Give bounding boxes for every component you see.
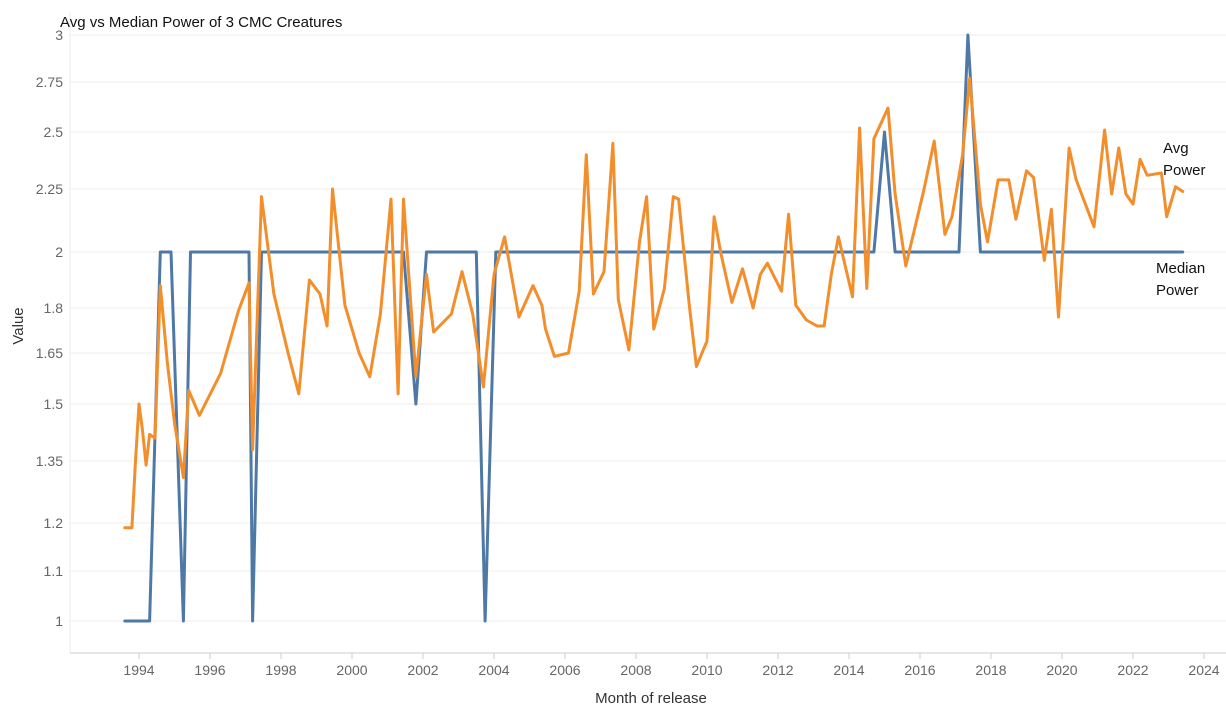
grid-lines xyxy=(69,12,1226,653)
y-tick-label: 3 xyxy=(55,27,63,43)
median-power-label: Median Power xyxy=(1156,260,1205,299)
y-tick-label: 1.65 xyxy=(36,345,63,361)
x-tick-label: 1996 xyxy=(194,662,225,678)
series-label-line: Median xyxy=(1156,260,1205,277)
x-tick-label: 1994 xyxy=(123,662,154,678)
x-tick-label: 2014 xyxy=(833,662,864,678)
y-tick-label: 1.5 xyxy=(44,396,64,412)
y-tick-label: 1.35 xyxy=(36,453,63,469)
x-tick-label: 2020 xyxy=(1046,662,1077,678)
series-label-line: Power xyxy=(1163,162,1206,179)
x-tick-label: 2016 xyxy=(904,662,935,678)
x-axis-title: Month of release xyxy=(595,690,707,707)
y-tick-label: 2.5 xyxy=(44,124,64,140)
x-tick-label: 2024 xyxy=(1188,662,1219,678)
x-tick-label: 2002 xyxy=(407,662,438,678)
x-tick-label: 1998 xyxy=(265,662,296,678)
series-labels: Avg Power Median Power xyxy=(1156,140,1206,299)
x-tick-label: 2012 xyxy=(762,662,793,678)
x-tick-label: 2010 xyxy=(691,662,722,678)
y-axis: 1 1.1 1.2 1.35 1.5 1.65 1.8 2 2.25 2.5 2.75 3 xyxy=(36,27,63,629)
x-tick-label: 2008 xyxy=(620,662,651,678)
x-tick-label: 2000 xyxy=(336,662,367,678)
y-axis-title: Value xyxy=(10,307,27,344)
series-label-line: Power xyxy=(1156,282,1199,299)
x-tick-label: 2018 xyxy=(975,662,1006,678)
x-tick-label: 2022 xyxy=(1117,662,1148,678)
y-tick-label: 1 xyxy=(55,613,63,629)
y-tick-label: 1.2 xyxy=(44,515,64,531)
avg-power-label: Avg Power xyxy=(1163,140,1206,179)
series-label-line: Avg xyxy=(1163,140,1189,157)
x-tick-label: 2004 xyxy=(478,662,509,678)
y-tick-label: 2.75 xyxy=(36,74,63,90)
avg-power-line xyxy=(123,76,1185,530)
chart-title: Avg vs Median Power of 3 CMC Creatures xyxy=(60,14,342,31)
series-lines xyxy=(123,33,1185,623)
x-tick-label: 2006 xyxy=(549,662,580,678)
y-tick-label: 1.8 xyxy=(44,300,64,316)
y-tick-label: 1.1 xyxy=(44,563,64,579)
y-tick-label: 2.25 xyxy=(36,181,63,197)
x-axis: 1994 1996 1998 2000 2002 2004 2006 2008 2010 2012… xyxy=(70,652,1226,678)
y-tick-label: 2 xyxy=(55,244,63,260)
